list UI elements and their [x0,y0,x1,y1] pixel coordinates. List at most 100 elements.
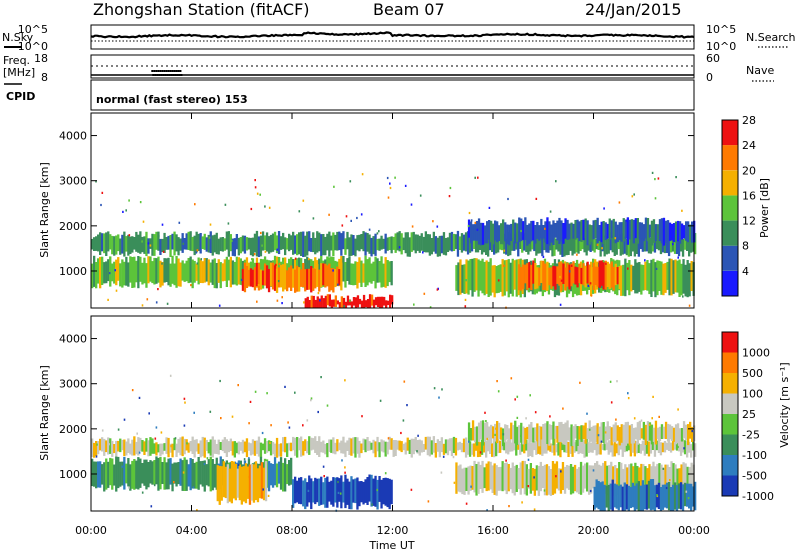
data-cell [604,461,607,494]
data-cell [489,436,492,454]
data-cell [372,439,375,454]
data-cell [666,464,669,495]
data-cell [561,235,564,257]
data-cell [113,236,116,256]
data-cell [360,481,363,503]
data-cell [263,438,267,454]
data-cell [629,487,633,509]
data-cell [286,443,289,457]
data-cell [654,466,657,492]
data-cell [151,438,154,454]
data-speckle [333,185,335,188]
data-cell [279,457,283,490]
data-cell [551,461,555,495]
data-cell [239,237,243,254]
data-cell [455,265,458,291]
data-cell [538,425,541,447]
data-cell [404,442,407,455]
data-cell [165,258,168,282]
data-cell [370,474,373,507]
data-cell [241,235,245,252]
data-cell [330,439,333,453]
data-cell [642,224,646,242]
data-cell [133,256,136,288]
data-cell [141,440,144,452]
freq-blip-dot [153,70,156,72]
data-cell [517,468,520,490]
data-speckle [416,450,418,453]
data-speckle [640,419,643,422]
data-speckle [337,283,339,286]
data-cell [127,458,130,487]
data-cell [483,440,486,453]
data-speckle [169,374,172,377]
data-cell [479,260,482,291]
data-cell [513,260,516,290]
data-cell [352,479,355,503]
data-cell [382,440,385,453]
data-cell [655,236,659,250]
data-cell [505,259,508,292]
data-cell [604,260,607,290]
data-cell [159,238,162,255]
data-speckle [108,272,111,275]
data-cell [189,231,192,251]
data-speckle [125,209,127,212]
cpid-text: normal (fast stereo) 153 [96,93,248,106]
data-cell [531,442,534,458]
data-cell [501,259,504,297]
data-cell [394,233,397,253]
data-cell [380,256,383,288]
data-cell [676,220,680,242]
data-cell [674,464,677,491]
data-cell [434,443,438,458]
data-speckle [128,486,130,489]
data-speckle [376,232,379,235]
data-cell [583,440,586,458]
data-cell [129,443,132,455]
data-cell [485,260,488,294]
data-speckle [302,424,304,427]
data-cell [215,263,218,289]
data-cell [674,259,677,293]
data-cell [312,438,315,450]
data-cell [666,423,670,442]
data-cell [262,467,266,501]
data-cell [318,436,321,457]
data-speckle [100,203,102,207]
data-speckle [317,292,320,295]
data-cell [650,220,654,246]
data-cell [257,436,261,457]
data-cell [231,260,235,285]
data-cell [342,231,345,250]
data-cell [400,441,403,453]
data-cell [344,442,347,458]
data-cell [360,234,363,250]
data-cell [247,237,251,250]
velocity-ytick-label: 3000 [59,378,87,391]
data-cell [356,477,359,510]
nsky-line [90,31,695,39]
data-cell [265,232,269,252]
data-cell [235,234,239,250]
xtick-label: 12:00 [377,524,409,537]
data-speckle [203,462,206,466]
data-speckle [269,441,271,444]
data-cell [580,220,583,242]
data-cell [573,442,576,453]
data-cell [267,268,271,293]
data-cell [233,238,237,257]
data-speckle [474,221,477,224]
data-cell [238,464,242,501]
cpid-label: CPID [6,90,35,103]
data-speckle [251,258,253,261]
data-cell [500,427,503,440]
data-cell [571,438,574,457]
data-cell [163,443,166,451]
data-cell [220,466,223,501]
data-cell [314,299,317,308]
data-cell [259,442,263,458]
data-cell [563,238,566,257]
data-cell [237,441,241,455]
data-speckle [294,257,297,260]
